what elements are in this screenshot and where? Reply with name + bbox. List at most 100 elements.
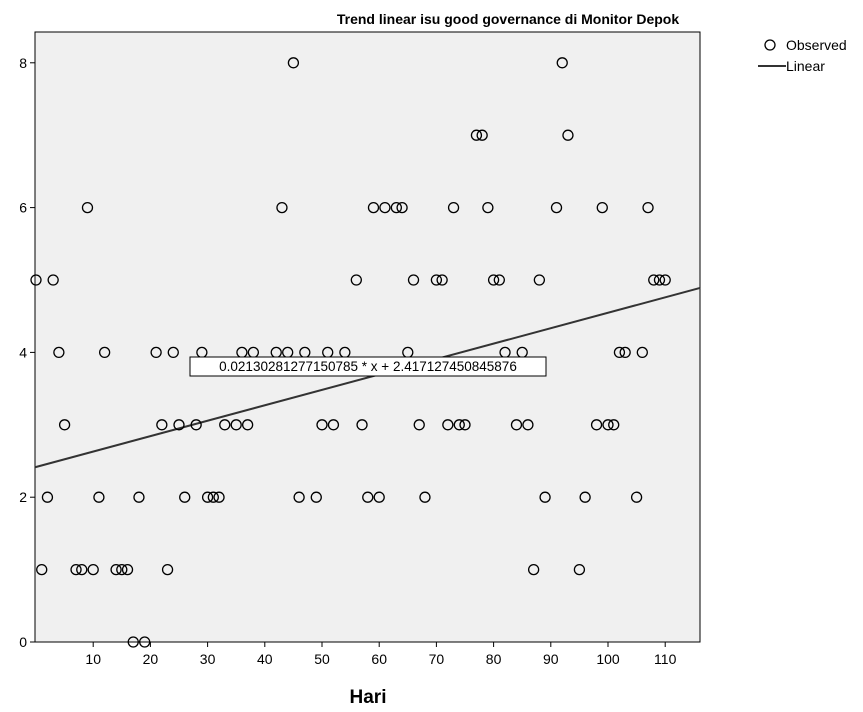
observed-point xyxy=(510,419,523,431)
observed-point xyxy=(167,346,179,359)
observed-point xyxy=(173,419,185,431)
observed-point xyxy=(87,563,99,576)
linear-fit-line xyxy=(34,286,701,469)
observed-point xyxy=(653,274,666,286)
observed-point xyxy=(241,419,254,431)
observed-point xyxy=(53,346,65,359)
x-tick-label: 60 xyxy=(371,651,387,667)
observed-point xyxy=(362,491,374,503)
observed-point xyxy=(190,419,202,431)
y-tick-label: 4 xyxy=(19,344,27,360)
x-tick-label: 40 xyxy=(257,651,273,667)
observed-point xyxy=(470,129,483,141)
observed-point xyxy=(636,346,648,359)
observed-point xyxy=(373,491,385,503)
x-tick-label: 90 xyxy=(543,651,559,667)
legend-observed-label: Observed xyxy=(786,37,847,53)
observed-point xyxy=(116,563,128,576)
legend-observed-marker xyxy=(764,39,776,51)
x-tick-label: 10 xyxy=(85,651,101,667)
observed-point xyxy=(390,201,403,214)
observed-point xyxy=(127,636,139,648)
observed-point xyxy=(459,419,471,431)
observed-point xyxy=(150,346,162,359)
equation-box xyxy=(189,356,547,377)
observed-point xyxy=(207,491,219,503)
observed-point xyxy=(413,419,425,431)
observed-point xyxy=(648,274,660,286)
observed-point xyxy=(287,57,300,69)
observed-point xyxy=(230,419,242,431)
observed-point xyxy=(608,419,620,431)
observed-point xyxy=(493,274,505,286)
observed-point xyxy=(70,563,82,576)
y-axis: 0 2 4 6 8 xyxy=(19,55,35,650)
chart-title: Trend linear isu good governance di Moni… xyxy=(337,11,679,27)
observed-point xyxy=(110,563,122,576)
observed-point xyxy=(276,201,288,214)
observed-point xyxy=(179,491,191,503)
observed-point xyxy=(596,201,608,214)
observed-point xyxy=(156,419,168,431)
observed-point xyxy=(30,274,42,286)
equation-label: 0.02130281277150785 * x + 2.417127450845… xyxy=(219,359,517,374)
observed-point xyxy=(350,274,362,286)
observed-point xyxy=(476,129,488,141)
x-tick-label: 30 xyxy=(200,651,216,667)
observed-point xyxy=(407,274,420,286)
observed-point xyxy=(121,563,134,576)
observed-point xyxy=(482,201,494,214)
observed-point xyxy=(487,274,500,286)
observed-point xyxy=(630,491,643,503)
observed-point xyxy=(93,491,105,503)
observed-point xyxy=(453,419,465,431)
observed-point xyxy=(602,419,614,431)
observed-point xyxy=(527,563,540,576)
observed-point xyxy=(379,201,391,214)
observed-point xyxy=(133,491,145,503)
observed-point xyxy=(590,419,603,431)
observed-point xyxy=(550,201,563,214)
observed-point xyxy=(573,563,586,576)
observed-point xyxy=(522,419,534,431)
observed-point xyxy=(419,491,431,503)
observed-point xyxy=(316,419,328,431)
y-tick-label: 6 xyxy=(19,200,27,216)
observed-point xyxy=(442,419,454,431)
observed-point xyxy=(430,274,443,286)
y-tick-label: 8 xyxy=(19,55,27,71)
observed-point xyxy=(562,129,574,141)
equation-annotation: 0.02130281277150785 * x + 2.417127450845… xyxy=(189,356,547,377)
observed-point xyxy=(219,419,231,431)
observed-point xyxy=(81,201,94,214)
observed-point xyxy=(579,491,591,503)
legend-linear-label: Linear xyxy=(786,58,825,74)
observed-point xyxy=(642,201,654,214)
x-axis-label: Hari xyxy=(350,687,387,708)
observed-point xyxy=(556,57,568,69)
observed-point xyxy=(539,491,551,503)
observed-point xyxy=(447,201,460,214)
x-tick-label: 50 xyxy=(314,651,330,667)
observed-point xyxy=(76,563,88,576)
observed-point xyxy=(356,419,368,431)
x-tick-label: 20 xyxy=(143,651,159,667)
y-tick-label: 0 xyxy=(19,634,27,650)
x-tick-label: 70 xyxy=(429,651,445,667)
y-tick-label: 2 xyxy=(19,489,27,505)
x-tick-label: 80 xyxy=(486,651,502,667)
observed-point xyxy=(36,563,48,576)
observed-point xyxy=(139,636,151,648)
observed-point xyxy=(396,201,408,214)
observed-point xyxy=(161,563,174,576)
observed-point xyxy=(659,274,671,286)
observed-point xyxy=(533,274,546,286)
observed-point xyxy=(619,346,631,359)
observed-point xyxy=(41,491,54,503)
x-axis: 10 20 30 40 50 60 70 80 90 100 110 xyxy=(85,642,677,667)
observed-point xyxy=(98,346,111,359)
legend: Observed Linear xyxy=(758,37,847,74)
observed-point xyxy=(201,491,214,503)
observed-point xyxy=(293,491,305,503)
